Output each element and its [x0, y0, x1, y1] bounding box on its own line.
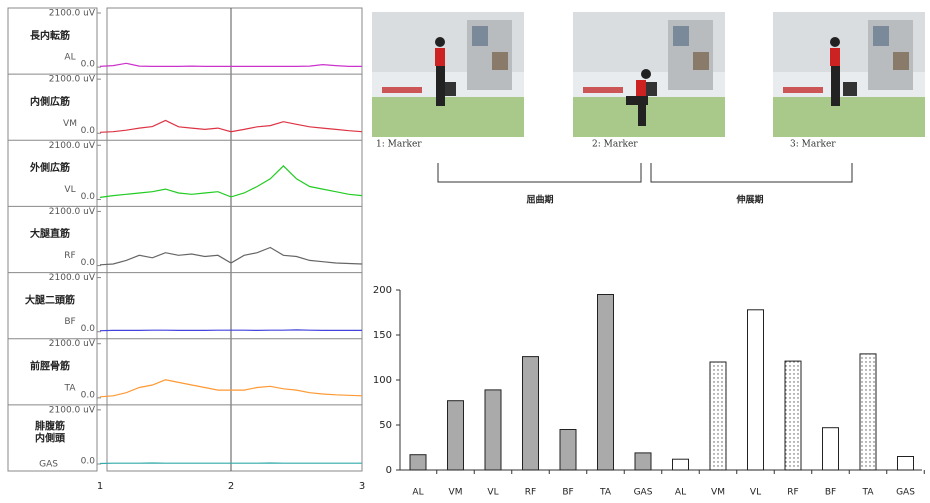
y-tick-label: 150	[373, 330, 392, 341]
y-tick-label: 2100.0 uV	[49, 339, 96, 349]
x-tick-label: RF	[787, 488, 798, 498]
y-tick-label: 2100.0 uV	[49, 207, 96, 217]
y-tick-label: 0	[386, 465, 392, 476]
photo-3	[773, 12, 925, 137]
bar	[860, 354, 876, 470]
x-tick-label: 3	[359, 481, 365, 492]
emg-trace	[100, 463, 362, 464]
y-tick-label: 2100.0 uV	[49, 405, 96, 415]
y-tick-label: 2100.0 uV	[49, 9, 96, 19]
x-tick-label: 2	[228, 481, 234, 492]
photo-1	[372, 12, 524, 137]
muscle-abbr: GAS	[39, 460, 58, 470]
muscle-abbr: BF	[64, 317, 75, 327]
x-tick-label: TA	[862, 488, 875, 498]
bar	[673, 459, 689, 470]
muscle-name: 大腿直筋	[30, 227, 70, 240]
muscle-abbr: TA	[64, 383, 77, 393]
muscle-name: 内側広筋	[30, 95, 70, 108]
muscle-name: 大腿二頭筋	[25, 293, 75, 306]
x-tick-label: GAS	[896, 488, 915, 498]
bar	[560, 430, 576, 471]
x-tick-label: VL	[487, 488, 498, 498]
bar	[410, 455, 426, 470]
phase-bracket	[438, 163, 852, 182]
x-tick-label: BF	[825, 488, 836, 498]
y-tick-label: 2100.0 uV	[49, 141, 96, 151]
x-tick-label: AL	[412, 488, 423, 498]
x-tick-label: RF	[525, 488, 536, 498]
bar	[710, 362, 726, 470]
photo-caption: 2: Marker	[592, 140, 638, 150]
y-tick-label: 0.0	[81, 126, 96, 136]
y-tick-label: 100	[373, 375, 392, 386]
muscle-abbr: RF	[64, 251, 75, 261]
y-tick-label: 0.0	[81, 457, 96, 467]
bar	[898, 457, 914, 471]
trace-area	[107, 8, 362, 471]
muscle-name: 腓腹筋	[35, 420, 65, 433]
bar	[823, 428, 839, 470]
bar	[785, 361, 801, 470]
x-tick-label: TA	[599, 488, 612, 498]
bar	[485, 390, 501, 470]
y-tick-label: 0.0	[81, 192, 96, 202]
y-tick-label: 0.0	[81, 390, 96, 400]
y-tick-label: 0.0	[81, 60, 96, 70]
muscle-abbr: AL	[64, 53, 75, 63]
muscle-name: 外側広筋	[29, 161, 70, 174]
x-tick-label: BF	[562, 488, 573, 498]
bar	[523, 357, 539, 470]
bar	[635, 453, 651, 470]
bar	[448, 401, 464, 470]
x-tick-label: AL	[675, 488, 686, 498]
y-tick-label: 200	[373, 285, 392, 296]
y-tick-label: 2100.0 uV	[49, 75, 96, 85]
muscle-abbr: VL	[64, 185, 75, 195]
muscle-name: 長内転筋	[30, 29, 70, 42]
x-tick-label: VM	[711, 488, 725, 498]
y-tick-label: 50	[379, 420, 392, 431]
bar	[748, 310, 764, 470]
y-tick-label: 0.0	[81, 258, 96, 268]
photo-caption: 1: Marker	[376, 140, 422, 150]
phase-label: 屈曲期	[526, 194, 553, 206]
x-tick-label: GAS	[634, 488, 653, 498]
photo-caption: 3: Marker	[790, 140, 836, 150]
phase-label: 伸展期	[735, 194, 763, 206]
figure: 1: Marker 2: Marker 3: Marker 屈曲期 伸展期 1 2…	[0, 0, 930, 503]
bar	[598, 295, 614, 471]
x-tick-label: 1	[97, 481, 103, 492]
muscle-name: 内側頭	[35, 432, 66, 445]
muscle-abbr: VM	[63, 119, 77, 129]
y-tick-label: 0.0	[81, 324, 96, 334]
emg-trace	[100, 330, 362, 331]
x-tick-label: VL	[750, 488, 761, 498]
x-tick-label: VM	[449, 488, 463, 498]
y-tick-label: 2100.0 uV	[49, 273, 96, 283]
photo-2	[573, 12, 725, 137]
muscle-name: 前脛骨筋	[30, 359, 70, 372]
